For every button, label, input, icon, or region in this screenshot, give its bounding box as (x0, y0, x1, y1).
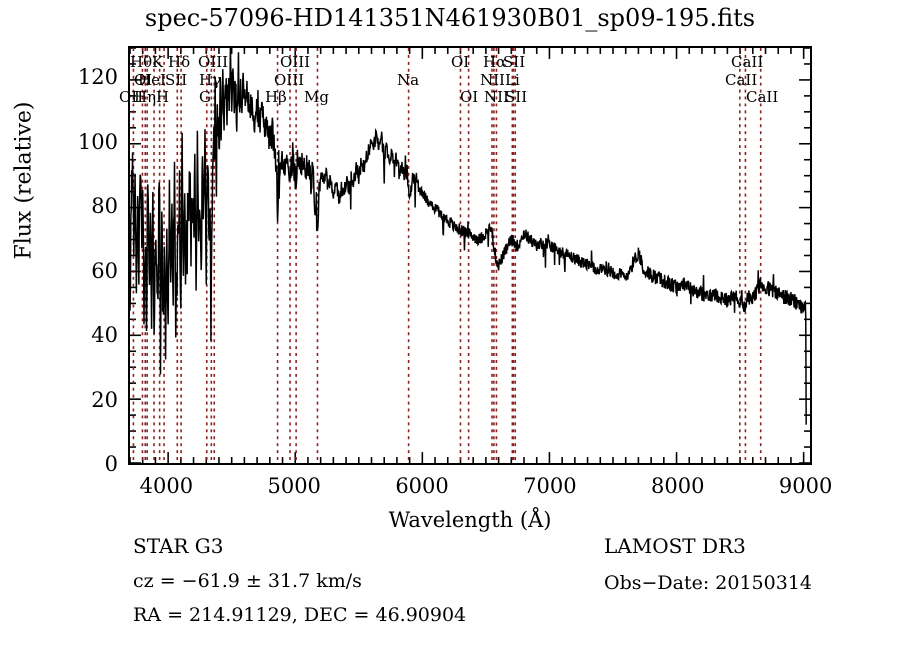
x-tick-label: 9000 (778, 474, 833, 498)
line-label-Li: Li (505, 71, 520, 89)
line-label-CaII: CaII (725, 71, 758, 89)
line-label-Hδ: Hδ (168, 53, 191, 71)
line-label-SII: SII (165, 71, 188, 89)
line-label-Hα: Hα (483, 53, 507, 71)
line-label-OII: OII (119, 88, 144, 106)
y-tick-label: 80 (91, 194, 118, 219)
line-label-K: K (152, 53, 164, 71)
page-title: spec-57096-HD141351N461930B01_sp09-195.f… (144, 4, 756, 32)
line-label-NII: NII (480, 71, 505, 89)
line-label-OIII: OIII (280, 53, 311, 71)
line-label-Hβ: Hβ (265, 88, 287, 106)
y-tick-label: 20 (91, 387, 118, 412)
x-tick-label: 8000 (651, 474, 705, 498)
y-tick-label: 120 (77, 65, 118, 90)
object-class: STAR G3 (133, 534, 224, 558)
x-axis-title: Wavelength (Å) (388, 508, 552, 532)
line-label-CaII: CaII (746, 88, 779, 106)
line-label-Hγ: Hγ (199, 71, 222, 89)
plot-area (128, 46, 812, 465)
line-label-G: G (199, 88, 211, 106)
line-label-Hθ: Hθ (130, 53, 153, 71)
x-tick-label: 7000 (523, 474, 577, 498)
y-tick-label: 60 (91, 258, 118, 283)
line-label-OIII: OIII (198, 53, 229, 71)
line-label-OI: OI (134, 71, 153, 89)
line-label-OIII: OIII (274, 71, 305, 89)
x-tick-label: 5000 (267, 474, 321, 498)
y-tick-label: 100 (77, 129, 118, 154)
x-tick-label: 4000 (139, 474, 194, 498)
redshift-value: cz = −61.9 ± 31.7 km/s (133, 570, 362, 592)
x-tick-label: 6000 (395, 474, 449, 498)
observation-date: Obs−Date: 20150314 (604, 572, 812, 594)
line-label-Na: Na (397, 71, 420, 89)
line-label-HeI: HeI (138, 71, 166, 89)
line-label-SII: SII (505, 88, 528, 106)
line-label-OI: OI (460, 88, 479, 106)
line-label-Hη: Hη (134, 88, 157, 106)
survey-name: LAMOST DR3 (604, 534, 746, 558)
spectrum-trace (130, 48, 807, 425)
line-label-H: H (156, 88, 170, 106)
coordinates: RA = 214.91129, DEC = 46.90904 (133, 604, 467, 626)
line-label-Mg: Mg (304, 88, 329, 106)
y-axis-title: Flux (relative) (11, 101, 37, 260)
line-label-OI: OI (451, 53, 470, 71)
line-label-NII: NII (484, 88, 509, 106)
line-label-SII: SII (503, 53, 526, 71)
line-label-CaII: CaII (731, 53, 764, 71)
y-tick-label: 0 (104, 452, 118, 476)
spectrum-plot-svg (130, 48, 810, 463)
y-tick-label: 40 (91, 323, 118, 348)
